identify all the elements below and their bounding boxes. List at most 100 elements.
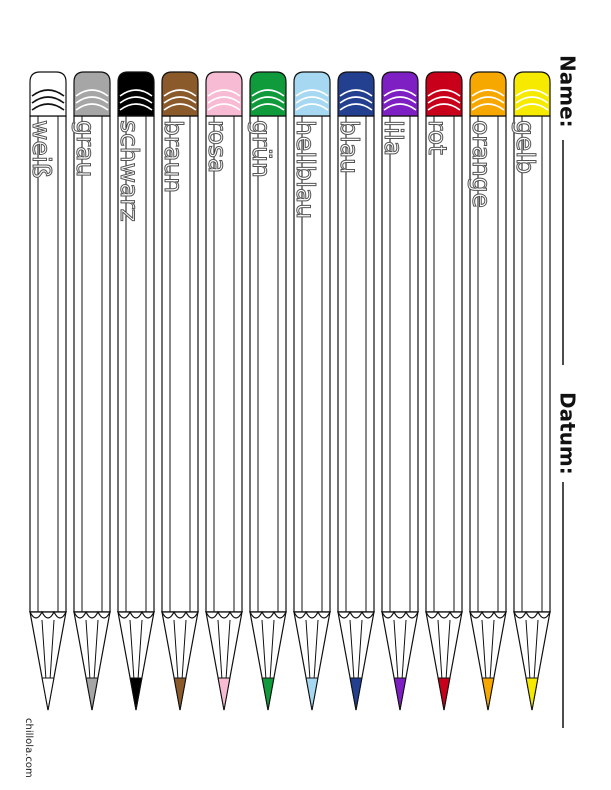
cap-ring xyxy=(31,103,65,111)
pencil-tip xyxy=(85,677,99,711)
pencil: weiß xyxy=(27,71,67,711)
cap-ring xyxy=(75,103,109,111)
pencil-scallop xyxy=(29,610,67,619)
pencil-body xyxy=(205,115,243,613)
pencil-facet xyxy=(85,619,91,681)
pencil-scallop xyxy=(117,610,155,619)
pencil-label: lila xyxy=(379,120,408,156)
cap-ring xyxy=(295,96,329,104)
pencil-tip xyxy=(129,677,143,711)
pencil-tip xyxy=(437,677,451,711)
pencil-cap xyxy=(293,71,331,117)
pencil-facet xyxy=(41,619,47,681)
pencil-label: hellblau xyxy=(291,120,320,219)
pencil-tip xyxy=(173,677,187,711)
pencil: braun xyxy=(159,71,199,711)
cap-ring xyxy=(207,96,241,104)
pencil-body xyxy=(469,115,507,613)
pencil-scallop xyxy=(293,610,331,619)
pencil: rosa xyxy=(203,71,243,711)
pencil-facet xyxy=(481,619,487,681)
logo: chillola.com xyxy=(23,718,34,778)
pencil: grün xyxy=(247,71,287,711)
cap-ring xyxy=(383,96,417,104)
date-label: Datum: xyxy=(556,392,580,475)
pencil-facet xyxy=(269,619,275,681)
cap-ring xyxy=(163,103,197,111)
pencil: lila xyxy=(379,71,419,711)
pencil: blau xyxy=(335,71,375,711)
pencil-body xyxy=(73,115,111,613)
pencil-tip xyxy=(41,677,55,711)
pencil-label: orange xyxy=(467,120,496,208)
pencil-facet xyxy=(357,619,363,681)
cap-ring xyxy=(339,96,373,104)
pencil-cap xyxy=(161,71,199,117)
pencil-cap xyxy=(117,71,155,117)
pencil-facet xyxy=(489,619,495,681)
cap-ring xyxy=(471,103,505,111)
cap-ring xyxy=(383,89,417,97)
pencil-facet xyxy=(93,619,99,681)
cap-ring xyxy=(427,89,461,97)
cap-ring xyxy=(295,89,329,97)
pencil-cap xyxy=(469,71,507,117)
cap-ring xyxy=(163,96,197,104)
pencil-scallop xyxy=(73,610,111,619)
pencil-cap xyxy=(513,71,551,117)
cap-ring xyxy=(207,89,241,97)
pencil-facet xyxy=(437,619,443,681)
pencil-facet xyxy=(305,619,311,681)
pencil-facet xyxy=(173,619,179,681)
pencil-body xyxy=(29,115,67,613)
pencil-label: gelb xyxy=(511,120,540,174)
pencil: schwarz xyxy=(115,71,155,711)
cap-ring xyxy=(31,89,65,97)
pencil-tip xyxy=(305,677,319,711)
cap-ring xyxy=(207,103,241,111)
cap-ring xyxy=(251,96,285,104)
cap-ring xyxy=(339,89,373,97)
pencil-body xyxy=(425,115,463,613)
pencil: orange xyxy=(467,71,507,711)
cap-ring xyxy=(119,89,153,97)
cap-ring xyxy=(251,103,285,111)
pencil-facet xyxy=(181,619,187,681)
pencil-scallop xyxy=(249,610,287,619)
pencil-label: grün xyxy=(247,120,276,178)
pencil-scallop xyxy=(337,610,375,619)
pencil-cap xyxy=(205,71,243,117)
pencil-label: rosa xyxy=(203,120,232,173)
cap-ring xyxy=(383,103,417,111)
pencil-tip xyxy=(349,677,363,711)
cap-ring xyxy=(515,96,549,104)
pencil-tip xyxy=(261,677,275,711)
pencil-cap xyxy=(381,71,419,117)
pencil-facet xyxy=(313,619,319,681)
pencil-tip xyxy=(393,677,407,711)
pencil-label: braun xyxy=(159,120,188,193)
cap-ring xyxy=(163,89,197,97)
pencil-facet xyxy=(349,619,355,681)
cap-ring xyxy=(339,103,373,111)
pencil: rot xyxy=(423,71,463,711)
pencil-facet xyxy=(129,619,135,681)
pencil-cap xyxy=(249,71,287,117)
pencil-body xyxy=(337,115,375,613)
pencil-scallop xyxy=(205,610,243,619)
cap-ring xyxy=(427,96,461,104)
cap-ring xyxy=(427,103,461,111)
pencil-tip xyxy=(525,677,539,711)
pencil: grau xyxy=(71,71,111,711)
cap-ring xyxy=(515,89,549,97)
pencil-label: weiß xyxy=(27,120,56,179)
pencil-facet xyxy=(445,619,451,681)
pencil-facet xyxy=(525,619,531,681)
cap-ring xyxy=(471,89,505,97)
pencil-body xyxy=(381,115,419,613)
pencil-body xyxy=(293,115,331,613)
pencil-facet xyxy=(401,619,407,681)
pencil-facet xyxy=(49,619,55,681)
